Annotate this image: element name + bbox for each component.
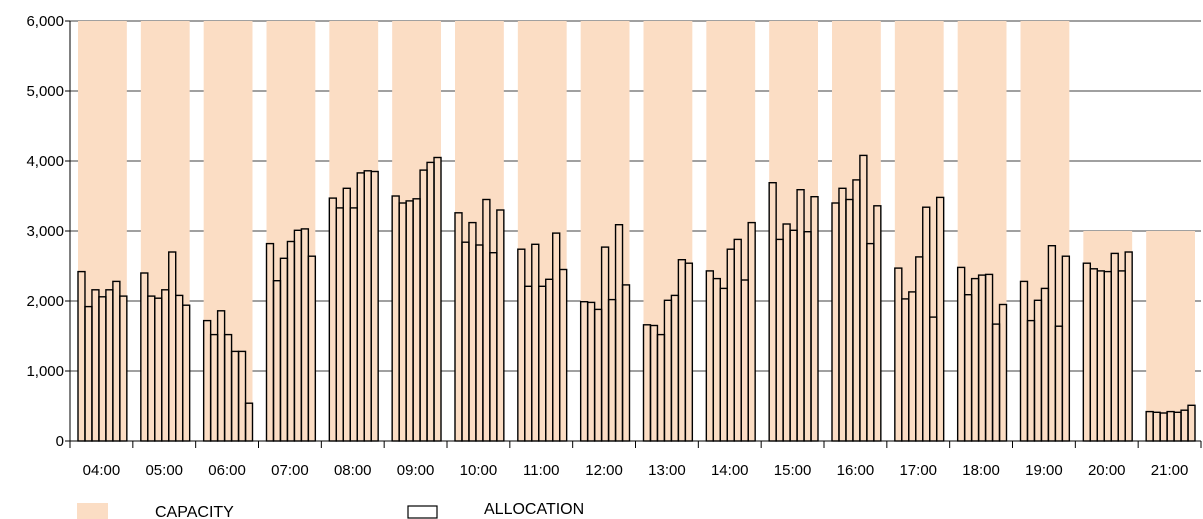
- capacity-series: [78, 21, 1195, 441]
- y-tick-label-4: 4,000: [26, 153, 64, 170]
- gridlines: [70, 20, 1201, 372]
- x-tick-label-07:00: 07:00: [271, 462, 309, 479]
- capacity-bar-05:00: [140, 21, 190, 441]
- capacity-bar-15:00: [769, 21, 818, 441]
- y-tick-label-5: 5,000: [26, 83, 64, 100]
- x-tick-label-08:00: 08:00: [334, 462, 372, 479]
- capacity-bar-09:00: [392, 21, 441, 441]
- y-tick-label-0: 0: [56, 433, 64, 450]
- x-tick-label-15:00: 15:00: [774, 462, 812, 479]
- x-tick-label-06:00: 06:00: [208, 462, 246, 479]
- legend-allocation-label: ALLOCATION: [484, 501, 584, 518]
- y-tick-label-1: 1,000: [26, 363, 64, 380]
- legend: CAPACITY ALLOCATION: [77, 501, 584, 519]
- x-tick-label-14:00: 14:00: [711, 462, 749, 479]
- y-tick-label-2: 2,000: [26, 293, 64, 310]
- capacity-bar-13:00: [643, 21, 693, 441]
- axes: [65, 20, 1202, 448]
- capacity-bar-21:00: [1146, 231, 1195, 441]
- capacity-bar-17:00: [894, 21, 944, 441]
- x-tick-label-19:00: 19:00: [1025, 462, 1063, 479]
- capacity-bar-07:00: [266, 21, 316, 441]
- capacity-bar-14:00: [706, 21, 756, 441]
- x-tick-label-13:00: 13:00: [648, 462, 686, 479]
- x-axis-tick-labels: 04:00 05:00 06:00 07:00 08:00 09:00 10:00 11:00…: [83, 462, 1189, 479]
- legend-allocation-swatch: [407, 505, 438, 519]
- x-tick-label-21:00: 21:00: [1151, 462, 1189, 479]
- capacity-bar-04:00: [78, 21, 127, 441]
- y-tick-label-3: 3,000: [26, 223, 64, 240]
- capacity-bar-06:00: [203, 21, 253, 441]
- x-tick-label-04:00: 04:00: [83, 462, 121, 479]
- x-tick-label-10:00: 10:00: [460, 462, 498, 479]
- capacity-bar-12:00: [580, 21, 630, 441]
- capacity-bar-11:00: [517, 21, 567, 441]
- capacity-bar-16:00: [832, 21, 881, 441]
- capacity-bar-19:00: [1020, 21, 1070, 441]
- capacity-bar-18:00: [957, 21, 1007, 441]
- x-tick-label-12:00: 12:00: [585, 462, 623, 479]
- y-tick-label-6: 6,000: [26, 13, 64, 30]
- legend-capacity-label: CAPACITY: [155, 504, 234, 519]
- x-tick-label-16:00: 16:00: [837, 462, 875, 479]
- x-tick-label-20:00: 20:00: [1088, 462, 1126, 479]
- x-tick-label-09:00: 09:00: [397, 462, 435, 479]
- capacity-bar-08:00: [329, 21, 379, 441]
- capacity-bar-10:00: [455, 21, 504, 441]
- y-axis-tick-labels: 0 1,000 2,000 3,000 4,000 5,000 6,000: [26, 13, 64, 450]
- legend-capacity-swatch: [77, 503, 108, 519]
- capacity-bar-20:00: [1083, 231, 1133, 441]
- x-tick-label-18:00: 18:00: [962, 462, 1000, 479]
- x-tick-label-05:00: 05:00: [145, 462, 183, 479]
- x-tick-label-11:00: 11:00: [523, 462, 559, 479]
- x-tick-label-17:00: 17:00: [899, 462, 937, 479]
